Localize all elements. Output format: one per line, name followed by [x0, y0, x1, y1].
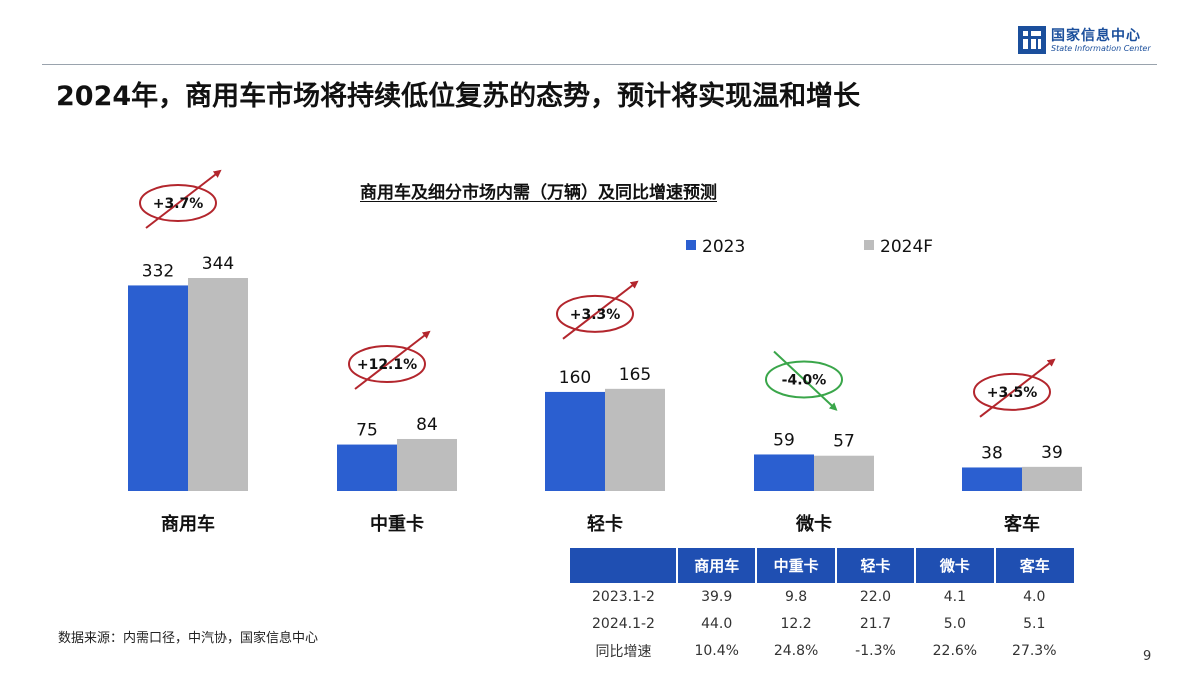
legend-label-2024f: 2024F [880, 237, 934, 257]
bar-value-label: 75 [356, 421, 378, 441]
growth-arrow-up-icon [562, 280, 639, 340]
table-row-label: 同比增速 [595, 643, 652, 660]
table-cell: 4.1 [943, 588, 966, 605]
table-cell: 5.1 [1023, 615, 1046, 632]
table-cell: 22.0 [859, 588, 892, 605]
category-label: 轻卡 [587, 513, 623, 535]
header-divider [42, 64, 1157, 65]
table-header-cell: 商用车 [677, 548, 758, 583]
growth-annotation-1: +12.1% [348, 330, 431, 390]
bar-2024f-4 [1022, 466, 1082, 491]
logo-text-cn: 国家信息中心 [1051, 28, 1141, 44]
bar-2024f-3 [814, 455, 874, 491]
legend-item-2024f: 2024F [864, 237, 933, 257]
growth-annotation-3: -4.0% [765, 350, 843, 411]
table-header-row: 商用车 中重卡 轻卡 微卡 客车 [570, 548, 1074, 583]
legend-swatch-2023 [686, 240, 696, 250]
growth-label: +3.3% [570, 307, 621, 323]
bar-2023-0 [128, 285, 188, 491]
bar-value-label: 39 [1041, 443, 1063, 463]
table-row-label: 2023.1-2 [592, 588, 655, 605]
table-cell: 22.6% [932, 642, 978, 659]
table-cell: 44.0 [701, 615, 733, 632]
bar-2023-2 [545, 391, 605, 491]
table-row-label: 2024.1-2 [592, 615, 655, 632]
bar-value-label: 165 [619, 365, 651, 385]
bar-2024f-1 [397, 438, 457, 491]
table-cell: 5.0 [943, 615, 966, 632]
table-header-cell: 微卡 [915, 548, 996, 583]
bar-2023-4 [962, 467, 1022, 491]
table-cell: 12.2 [780, 615, 812, 632]
table-cell: -1.3% [855, 642, 896, 659]
table-row: 2024.1-2 44.0 12.2 21.7 5.0 5.1 [570, 610, 1074, 637]
bar-value-label: 160 [559, 368, 591, 388]
bar-value-label: 57 [833, 432, 855, 452]
table-cell: 39.9 [701, 588, 733, 605]
growth-ellipse [556, 294, 634, 333]
growth-arrow-up-icon [979, 358, 1056, 418]
growth-ellipse [973, 372, 1051, 411]
growth-ellipse [139, 184, 217, 222]
table-header-cell: 轻卡 [835, 548, 917, 583]
legend-item-2023: 2023 [686, 237, 745, 257]
growth-annotation-0: +3.7% [139, 169, 222, 229]
growth-label: +3.5% [987, 385, 1038, 401]
logo-text-en: State Information Center [1051, 44, 1151, 53]
growth-annotation-4: +3.5% [973, 358, 1056, 418]
growth-ellipse [765, 360, 843, 399]
bar-2024f-0 [188, 278, 248, 491]
legend-label-2023: 2023 [702, 237, 746, 257]
growth-ellipse [348, 344, 426, 383]
table-row: 同比增速 10.4% 24.8% -1.3% 22.6% 27.3% [570, 637, 1074, 664]
category-label: 客车 [1004, 513, 1040, 535]
logo-mark-icon [1018, 26, 1046, 54]
legend-swatch-2024f [864, 240, 874, 250]
table-cell: 10.4% [694, 642, 739, 659]
bar-2023-1 [337, 444, 397, 491]
growth-arrow-up-icon [354, 330, 431, 390]
growth-label: +3.7% [153, 196, 204, 212]
growth-arrow-down-icon [773, 350, 838, 411]
logo: 国家信息中心 State Information Center [1018, 22, 1168, 62]
table-cell: 21.7 [859, 615, 892, 632]
growth-annotation-2: +3.3% [556, 280, 639, 340]
bar-2024f-2 [605, 388, 665, 491]
data-source-note: 数据来源：内需口径，中汽协，国家信息中心 [58, 631, 319, 646]
bar-value-label: 59 [773, 430, 795, 450]
page-number: 9 [1143, 649, 1152, 664]
category-label: 商用车 [161, 513, 215, 535]
bar-value-label: 344 [202, 254, 234, 274]
bar-value-label: 332 [142, 261, 174, 281]
data-table: 商用车 中重卡 轻卡 微卡 客车 2023.1-2 39.9 9.8 22.0 … [570, 548, 1074, 664]
table-header-cell [570, 548, 678, 583]
table-header-cell: 中重卡 [756, 548, 837, 583]
bar-value-label: 38 [981, 443, 1003, 463]
page-title: 2024年，商用车市场将持续低位复苏的态势，预计将实现温和增长 [56, 81, 861, 112]
chart-title: 商用车及细分市场内需（万辆）及同比增速预测 [360, 183, 717, 203]
table-header-cell: 客车 [994, 548, 1074, 583]
growth-label: -4.0% [782, 372, 827, 388]
table-cell: 24.8% [773, 642, 819, 659]
category-label: 中重卡 [370, 513, 424, 535]
category-label: 微卡 [795, 513, 832, 535]
table-row: 2023.1-2 39.9 9.8 22.0 4.1 4.0 [570, 583, 1074, 610]
table-cell: 27.3% [1012, 642, 1057, 659]
growth-label: +12.1% [357, 357, 417, 373]
table-cell: 9.8 [784, 588, 808, 605]
growth-arrow-up-icon [145, 169, 222, 229]
table-cell: 4.0 [1023, 588, 1046, 605]
bar-2023-3 [754, 454, 814, 491]
bar-value-label: 84 [416, 415, 438, 435]
